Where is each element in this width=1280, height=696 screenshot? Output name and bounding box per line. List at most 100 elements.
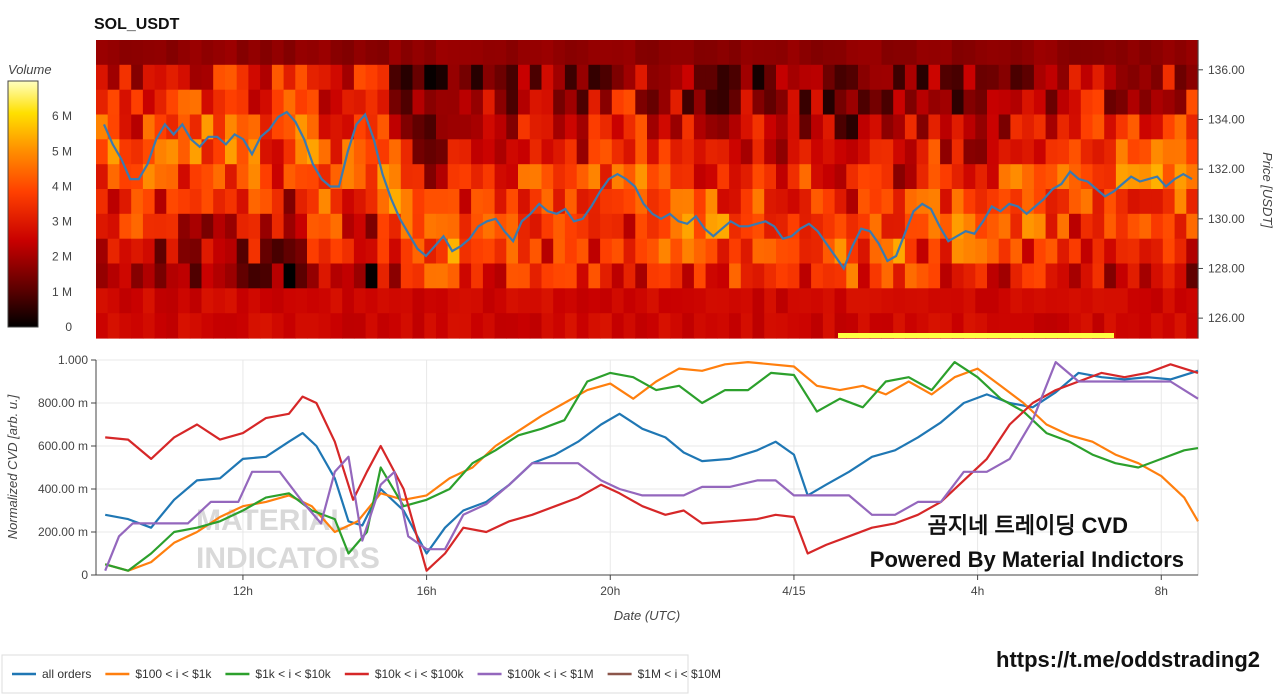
- heatmap-cell: [647, 89, 660, 116]
- heatmap-cell: [846, 164, 859, 190]
- heatmap-cell: [588, 139, 601, 165]
- heatmap-cell: [131, 288, 144, 314]
- heatmap-cell: [307, 189, 320, 215]
- heatmap-cell: [447, 89, 460, 116]
- heatmap-cell: [740, 263, 754, 289]
- heatmap-cell: [1174, 89, 1187, 116]
- heatmap-cell: [471, 40, 484, 66]
- heatmap-cell: [307, 89, 320, 116]
- heatmap-cell: [776, 288, 789, 314]
- heatmap-cell: [459, 164, 472, 190]
- heatmap-cell: [1069, 139, 1082, 165]
- heatmap-cell: [975, 114, 988, 140]
- heatmap-cell: [553, 263, 566, 289]
- heatmap-cell: [658, 313, 671, 339]
- heatmap-cell: [119, 164, 132, 190]
- heatmap-cell: [975, 139, 988, 165]
- heatmap-cell: [318, 139, 331, 165]
- heatmap-cell: [729, 40, 742, 66]
- heatmap-cell: [142, 263, 156, 289]
- heatmap-cell: [1151, 263, 1164, 289]
- heatmap-cell: [764, 139, 777, 165]
- heatmap-cell: [412, 139, 425, 165]
- heatmap-cell: [119, 114, 132, 140]
- heatmap-cell: [400, 139, 414, 165]
- heatmap-cell: [260, 313, 273, 339]
- heatmap-cell: [107, 139, 120, 165]
- heatmap-cell: [295, 288, 308, 314]
- heatmap-cell: [178, 313, 191, 339]
- heatmap-cell: [447, 263, 460, 289]
- heatmap-cell: [96, 164, 109, 190]
- heatmap-cell: [307, 263, 320, 289]
- heatmap-cell: [811, 164, 824, 190]
- heatmap-cell: [846, 89, 859, 116]
- heatmap-cell: [201, 189, 214, 215]
- heatmap-cell: [142, 213, 156, 240]
- heatmap-cell: [201, 288, 214, 314]
- heatmap-cell: [693, 213, 707, 240]
- heatmap-cell: [1057, 89, 1070, 116]
- heatmap-cell: [1092, 213, 1105, 240]
- heatmap-cell: [295, 40, 308, 66]
- legend: all orders $100 < i < $1k $1k < i < $10k $1…: [12, 667, 721, 681]
- heatmap-cell: [131, 139, 144, 165]
- heatmap-cell: [693, 114, 707, 140]
- heatmap-cell: [131, 263, 144, 289]
- heatmap-cell: [154, 288, 167, 314]
- heatmap-cell: [248, 89, 261, 116]
- heatmap-cell: [752, 114, 765, 140]
- heatmap-band: [838, 333, 1114, 338]
- heatmap-cell: [1010, 64, 1023, 91]
- heatmap-cell: [166, 189, 179, 215]
- heatmap-cell: [412, 288, 425, 314]
- heatmap-cell: [600, 89, 613, 116]
- heatmap-cell: [342, 189, 355, 215]
- heatmap-cell: [858, 40, 871, 66]
- heatmap-cell: [893, 189, 906, 215]
- heatmap-cell: [1069, 89, 1082, 116]
- heatmap-cell: [1174, 213, 1187, 240]
- heatmap-cell: [518, 189, 531, 215]
- heatmap-cell: [412, 263, 425, 289]
- heatmap-cell: [553, 238, 566, 265]
- footer-url: https://t.me/oddstrading2: [996, 647, 1260, 672]
- heatmap-cell: [705, 40, 718, 66]
- heatmap-cell: [553, 164, 566, 190]
- heatmap-cell: [330, 263, 343, 289]
- heatmap-cell: [693, 238, 707, 265]
- price-tick-label: 126.00: [1208, 311, 1245, 325]
- heatmap-cell: [904, 189, 918, 215]
- heatmap-cell: [295, 263, 308, 289]
- heatmap-cell: [764, 313, 777, 339]
- heatmap-cell: [1162, 238, 1176, 265]
- heatmap-cell: [1115, 40, 1129, 66]
- heatmap-cell: [447, 164, 460, 190]
- heatmap-cell: [1057, 40, 1070, 66]
- heatmap-cell: [213, 114, 226, 140]
- heatmap-cell: [260, 213, 273, 240]
- heatmap-cell: [271, 40, 285, 66]
- heatmap-cell: [342, 213, 355, 240]
- heatmap-cell: [412, 164, 425, 190]
- heatmap-cell: [225, 213, 238, 240]
- heatmap-cell: [799, 313, 812, 339]
- heatmap-cell: [740, 238, 754, 265]
- heatmap-cell: [436, 139, 449, 165]
- heatmap-cell: [353, 189, 367, 215]
- heatmap-cell: [588, 213, 601, 240]
- heatmap-cell: [248, 40, 261, 66]
- heatmap-cell: [529, 263, 543, 289]
- heatmap-cell: [482, 114, 496, 140]
- heatmap-cell: [576, 89, 589, 116]
- heatmap-cell: [635, 263, 648, 289]
- heatmap-cell: [1080, 40, 1094, 66]
- heatmap-cell: [436, 263, 449, 289]
- heatmap-cell: [1127, 213, 1140, 240]
- heatmap-cell: [729, 313, 742, 339]
- heatmap-cell: [611, 114, 625, 140]
- heatmap-cell: [1057, 313, 1070, 339]
- heatmap-cell: [764, 288, 777, 314]
- heatmap-cell: [553, 313, 566, 339]
- heatmap-cell: [998, 64, 1011, 91]
